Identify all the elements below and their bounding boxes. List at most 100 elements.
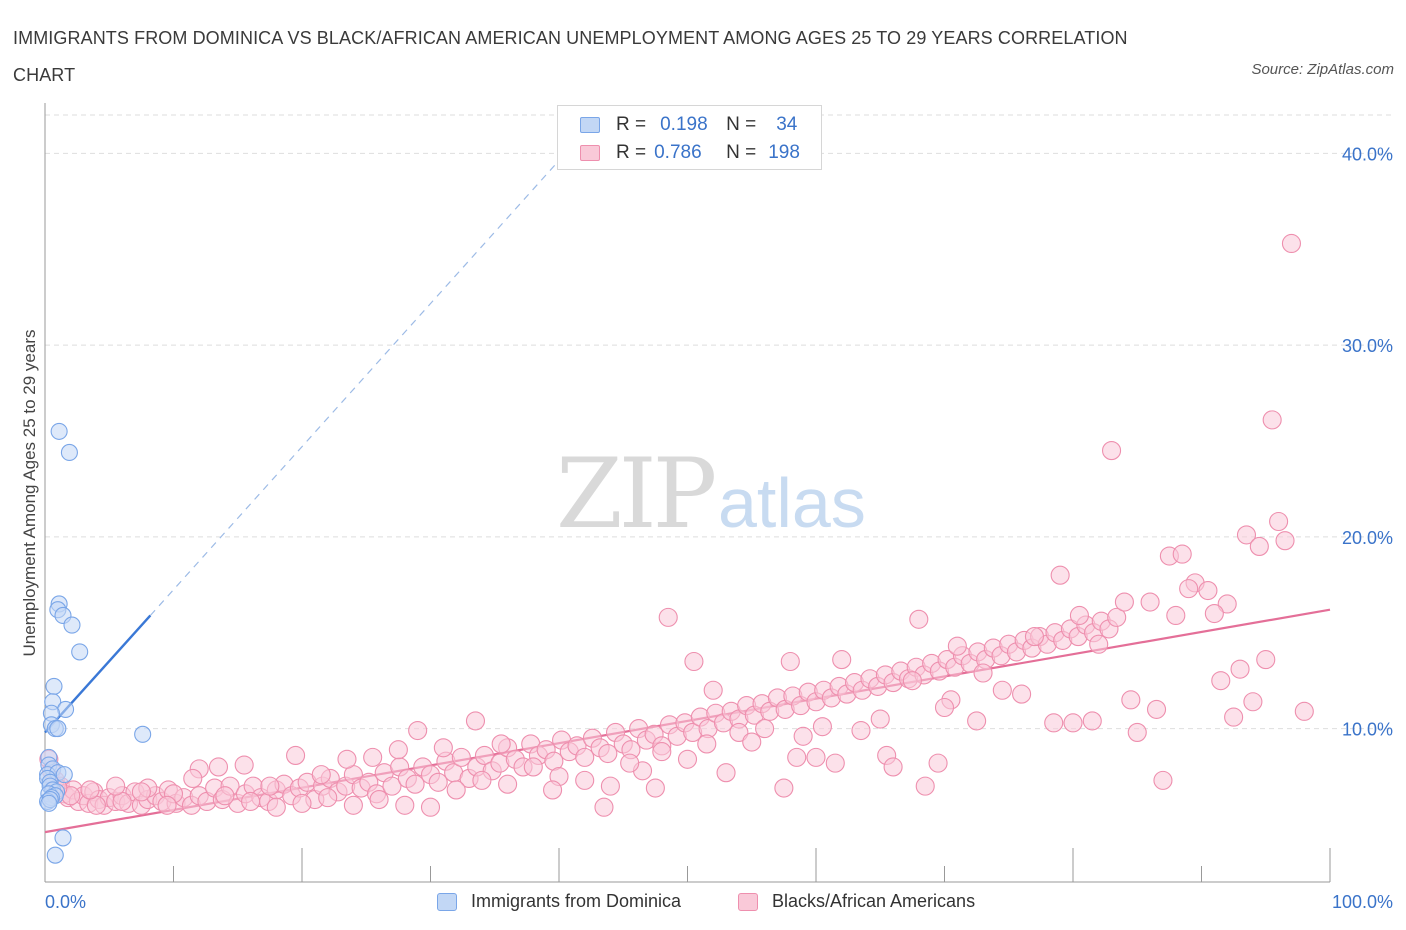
pink-point [947, 636, 967, 656]
pink-point [474, 745, 495, 765]
pink-point [684, 651, 704, 672]
n-value: 198 [768, 142, 800, 163]
pink-point [934, 697, 955, 718]
pink-point [870, 709, 890, 729]
pink-point [677, 749, 698, 769]
y-tick-label: 30.0% [1342, 336, 1393, 356]
pink-point [106, 776, 126, 796]
pink-point [1153, 770, 1173, 790]
pink-point [793, 726, 813, 746]
blue-points [39, 422, 152, 864]
pink-point [408, 720, 428, 741]
pink-point [742, 732, 762, 752]
pink-point [491, 734, 511, 754]
pink-point [1204, 603, 1224, 624]
pink-point [523, 757, 543, 777]
pink-point [1012, 684, 1032, 704]
pink-point [451, 747, 471, 767]
pink-point [260, 776, 280, 796]
pink-point [598, 743, 618, 764]
pink-point [388, 740, 408, 760]
watermark-zip: ZIP [556, 438, 715, 550]
pink-point [311, 765, 331, 785]
pink-point [446, 780, 466, 800]
pink-point [1256, 650, 1276, 670]
pink-point [215, 786, 235, 806]
pink-point [543, 780, 563, 800]
pink-point [915, 776, 935, 796]
pink-point [755, 719, 775, 739]
pink-point [1114, 592, 1134, 612]
pink-point [902, 671, 922, 691]
pink-point [774, 778, 794, 798]
pink-point [806, 747, 826, 767]
pink-point [600, 776, 620, 796]
blue-point [54, 829, 72, 847]
pink-point [428, 772, 448, 792]
blue-point [55, 766, 73, 784]
blue-point [50, 422, 68, 440]
pink-point [703, 680, 723, 700]
legend-label: Immigrants from Dominica [471, 891, 682, 911]
pink-point [234, 755, 254, 775]
legend-item-black-african-american[interactable]: Blacks/African Americans [738, 891, 975, 912]
pink-point [1179, 579, 1199, 599]
pink-point [1281, 233, 1301, 254]
pink-point [1044, 713, 1064, 733]
pink-point [1146, 699, 1167, 719]
chart-title: IMMIGRANTS FROM DOMINICA VS BLACK/AFRICA… [13, 28, 1128, 85]
pink-point [1172, 544, 1192, 564]
blue-trend-extension [149, 152, 566, 616]
pink-point [1121, 690, 1141, 710]
n-value: 34 [776, 114, 798, 135]
pink-point [1217, 594, 1237, 614]
blue-point [60, 443, 78, 462]
blue-swatch [437, 892, 457, 911]
pink-point [1230, 659, 1250, 679]
r-label: R = [616, 114, 647, 135]
pink-point [1050, 565, 1070, 585]
pink-point [1269, 511, 1289, 532]
x-tick-label: 100.0% [1332, 892, 1393, 912]
blue-point [134, 725, 152, 743]
pink-points [39, 233, 1314, 817]
pink-point [645, 778, 665, 798]
y-tick-label: 10.0% [1342, 720, 1393, 740]
grid-lines [45, 114, 1393, 730]
source-label: Source: ZipAtlas.com [1251, 61, 1394, 78]
pink-point [973, 663, 993, 683]
pink-point [292, 793, 312, 813]
n-label: N = [726, 114, 757, 135]
pink-point [1140, 592, 1160, 612]
pink-point [575, 770, 595, 790]
pink-point [1102, 441, 1122, 461]
pink-point [697, 734, 717, 754]
pink-point [658, 607, 678, 627]
n-label: N = [726, 142, 757, 163]
legend-item-dominica[interactable]: Immigrants from Dominica [437, 891, 681, 912]
pink-point [594, 797, 614, 817]
pink-point [812, 717, 832, 737]
pink-point [780, 651, 800, 672]
blue-point [71, 643, 89, 661]
correlation-legend: R = 0.198 N = 34 R = 0.786 N = 198 [557, 105, 822, 170]
pink-point [883, 757, 903, 777]
pink-point [1224, 707, 1244, 727]
pink-point [472, 770, 492, 790]
pink-point [241, 791, 261, 812]
pink-point [967, 711, 987, 731]
pink-point [825, 753, 845, 773]
r-label: R = [616, 142, 647, 163]
pink-point [1198, 580, 1218, 601]
pink-point [498, 774, 518, 794]
pink-point [1063, 713, 1083, 733]
pink-point [1275, 531, 1295, 551]
pink-point [1262, 410, 1282, 430]
pink-point [420, 797, 441, 817]
watermark-atlas: atlas [718, 464, 866, 542]
pink-point [1107, 607, 1127, 627]
pink-point [80, 780, 100, 800]
watermark: ZIP atlas [556, 438, 866, 550]
pink-point [832, 650, 852, 670]
pink-point [787, 747, 807, 767]
